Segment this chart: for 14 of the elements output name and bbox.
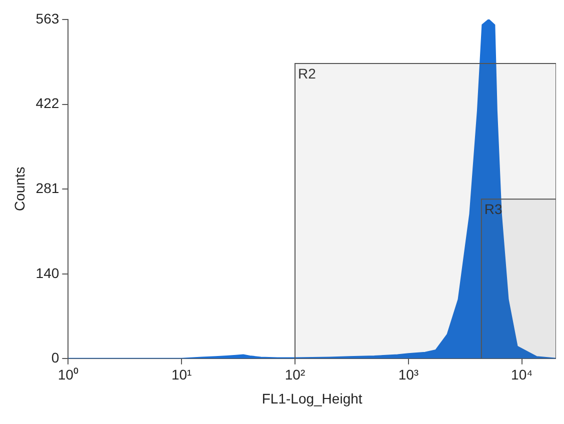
- band-label: R2: [298, 65, 316, 82]
- x-axis-title: FL1-Log_Height: [262, 390, 362, 406]
- y-tick-label: 563: [36, 10, 60, 26]
- y-tick-label: 281: [36, 180, 60, 196]
- x-tick-label: 10¹: [171, 366, 192, 383]
- x-tick-label: 10²: [284, 366, 306, 383]
- x-tick-label: 10⁴: [511, 366, 533, 383]
- x-tick-label: 10⁰: [58, 366, 78, 383]
- band-label: R3: [484, 200, 503, 217]
- y-tick-label: 140: [36, 264, 60, 281]
- y-tick-label: 0: [51, 349, 60, 366]
- y-tick-label: 422: [36, 95, 60, 112]
- y-axis-title: Counts: [11, 166, 28, 212]
- x-tick-label: 10³: [398, 366, 419, 383]
